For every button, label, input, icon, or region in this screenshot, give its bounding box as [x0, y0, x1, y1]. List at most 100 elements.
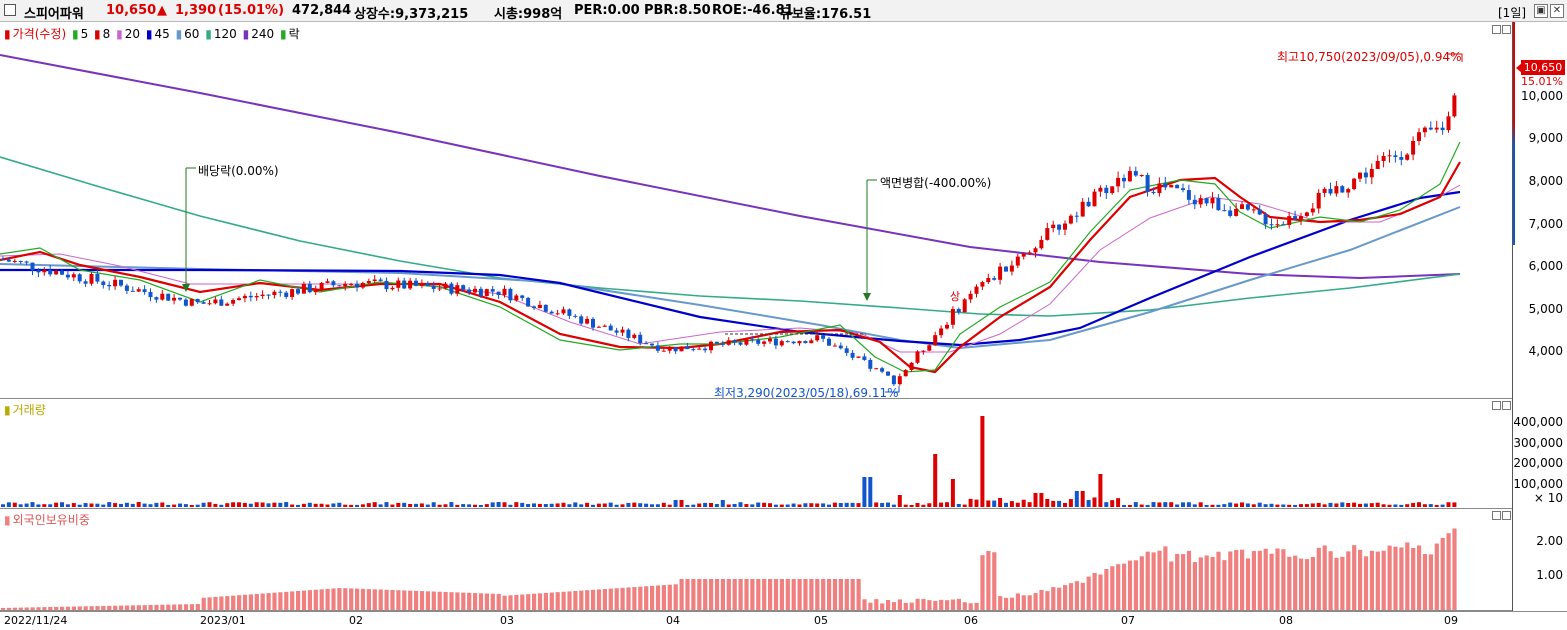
volume-axis: 400,000 300,000 200,000 100,000 × 10 — [1512, 399, 1567, 509]
candle-body — [77, 274, 82, 282]
price-change: 1,390 — [175, 3, 217, 18]
volume-bar — [1098, 474, 1103, 507]
volume-bar — [691, 504, 696, 507]
ma5-line — [0, 141, 1461, 373]
volume-bar — [543, 504, 548, 507]
volume-bar — [461, 504, 466, 507]
foreign-bar — [1422, 554, 1428, 610]
per-value: PER:0.00 — [574, 3, 640, 18]
volume-bar — [1163, 502, 1168, 507]
foreign-bar — [596, 589, 602, 610]
volume-bar — [166, 504, 171, 507]
volume-bar — [1181, 502, 1185, 507]
candle-body — [1175, 184, 1180, 189]
foreign-bar — [296, 591, 301, 610]
candle-body — [1004, 266, 1008, 272]
candle-body — [526, 297, 531, 307]
price-pane[interactable]: ▮ 가격(수정) ▮ 5 ▮ 8 ▮ 20 ▮ 45 ▮ 60 ▮ 120 ▮ 240 ▮ 락 배… — [0, 22, 1512, 399]
pane-close-icon[interactable] — [1502, 25, 1511, 34]
volume-bar — [1304, 504, 1309, 507]
candle-body — [1127, 171, 1132, 182]
volume-bar — [526, 504, 531, 507]
volume-bar — [744, 504, 749, 507]
foreign-bar — [83, 606, 88, 610]
foreign-bar — [355, 588, 360, 610]
volume-bar — [832, 502, 837, 507]
foreign-bar — [266, 593, 271, 610]
foreign-bar — [301, 590, 307, 610]
volume-bar — [850, 502, 855, 507]
foreign-pane-max-icon[interactable] — [1492, 511, 1501, 520]
foreign-bar — [1192, 562, 1197, 610]
volume-bar — [119, 503, 123, 507]
foreign-bar — [119, 605, 124, 610]
candle-body — [349, 283, 354, 285]
foreign-bar — [1057, 587, 1062, 610]
volume-bar — [1015, 502, 1020, 507]
foreign-bar — [1417, 545, 1422, 610]
volume-bar — [325, 504, 330, 507]
volume-bar — [1434, 504, 1439, 507]
foreign-bar — [880, 603, 885, 610]
foreign-bar — [431, 591, 436, 610]
foreign-bar — [1363, 556, 1369, 610]
candle-body — [331, 281, 336, 286]
foreign-bar — [1163, 546, 1168, 610]
foreign-bar — [862, 599, 867, 610]
foreign-bar — [797, 579, 802, 610]
foreign-bar — [762, 579, 767, 610]
volume-bar — [1422, 504, 1427, 507]
foreign-bar — [998, 596, 1003, 610]
foreign-bar — [756, 579, 761, 610]
foreign-pane-close-icon[interactable] — [1502, 511, 1511, 520]
candle-body — [408, 280, 413, 289]
foreign-bar — [1092, 572, 1097, 610]
candle-body — [602, 325, 607, 327]
volume-bar — [1210, 504, 1215, 507]
foreign-bar — [1181, 554, 1186, 610]
foreign-bar — [1009, 597, 1015, 610]
volume-bar — [107, 502, 112, 507]
candle-body — [1322, 188, 1327, 193]
foreign-bar — [844, 579, 849, 610]
pane-max-icon[interactable] — [1492, 25, 1501, 34]
candle-body — [850, 352, 855, 358]
volume-bar — [614, 504, 619, 507]
foreign-bar — [661, 585, 666, 610]
x-label: 2022/11/24 — [4, 614, 68, 627]
volume-pane[interactable]: ▮ 거래량 — [0, 399, 1512, 509]
candle-body — [36, 270, 41, 273]
volume-pane-close-icon[interactable] — [1502, 401, 1511, 410]
volume-bar — [1381, 504, 1386, 507]
price-change-pct: (15.01%) — [218, 3, 285, 18]
volume-bar — [231, 502, 236, 507]
pin-checkbox[interactable] — [4, 4, 16, 16]
low-pointer-icon — [885, 386, 900, 393]
volume-bar — [697, 503, 702, 507]
candle-body — [897, 376, 902, 385]
candle-body — [1157, 183, 1162, 194]
period-selector[interactable]: [1일] — [1498, 6, 1527, 20]
candle-body — [1068, 215, 1073, 224]
candle-body — [89, 274, 94, 284]
volume-bar — [909, 504, 914, 507]
candle-body — [703, 348, 708, 351]
volume-pane-max-icon[interactable] — [1492, 401, 1501, 410]
foreign-pane[interactable]: ▮ 외국인보유비중 — [0, 509, 1512, 611]
candle-body — [1352, 178, 1357, 190]
candle-body — [827, 338, 831, 346]
foreign-bar — [372, 589, 377, 610]
volume-bar — [956, 503, 961, 507]
candle-body — [1063, 223, 1067, 230]
close-icon[interactable]: ✕ — [1550, 4, 1564, 18]
volume-bar — [1269, 503, 1274, 507]
candle-body — [644, 343, 649, 345]
candle-body — [231, 300, 236, 304]
foreign-bar — [124, 605, 130, 610]
candle-body — [1452, 95, 1457, 117]
restore-icon[interactable]: ▣ — [1534, 4, 1548, 18]
foreign-bar — [360, 588, 366, 610]
volume-bar — [142, 503, 147, 507]
volume-bar — [1405, 504, 1410, 507]
volume-bar — [195, 504, 200, 507]
